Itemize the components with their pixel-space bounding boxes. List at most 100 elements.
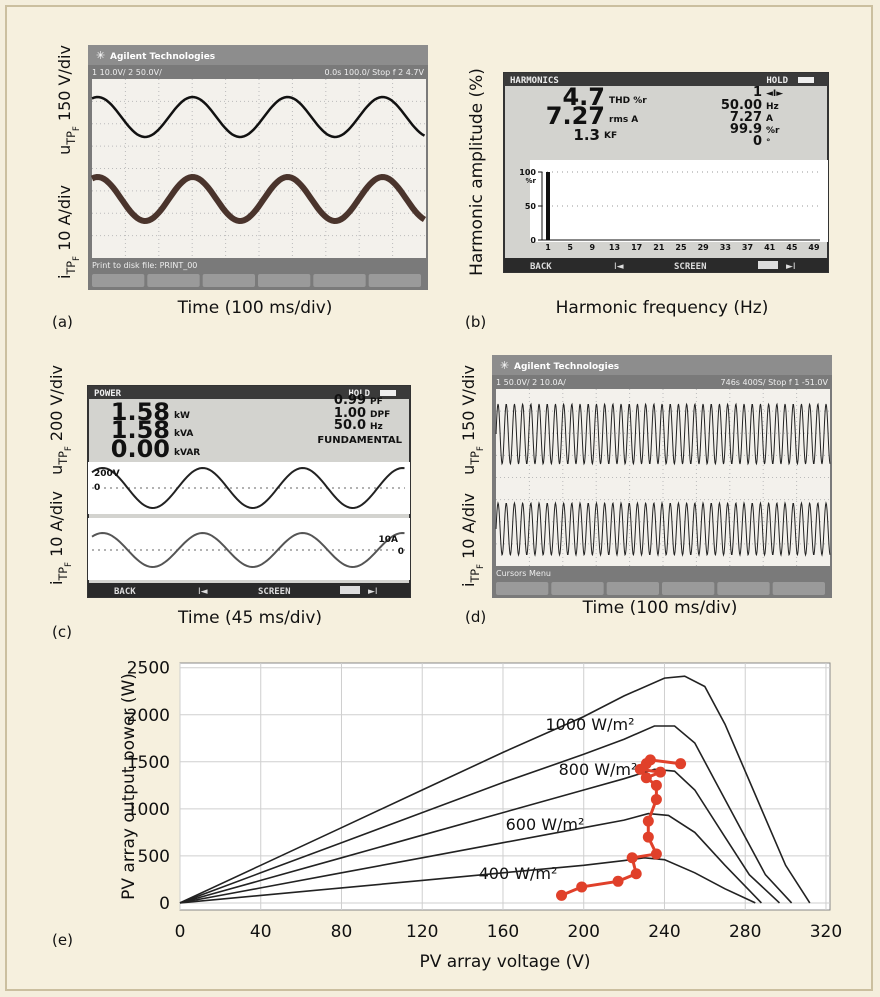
marker (651, 794, 662, 805)
x-tick-label: 13 (609, 243, 620, 252)
plot-area (530, 160, 828, 242)
subscript: F (64, 446, 74, 451)
marker (631, 868, 642, 879)
marker (556, 890, 567, 901)
brand-icon: ✳ (500, 359, 509, 372)
status: 746s 400S/ Stop f 1 -51.0V (721, 378, 829, 387)
x-tick-label: 21 (653, 243, 665, 252)
lcd-icon: ►I (368, 587, 378, 597)
x-tick-label: 120 (406, 922, 438, 942)
x-tick-label: 49 (808, 243, 820, 252)
soft-key (369, 274, 421, 287)
panel-label: (a) (52, 313, 73, 331)
readout-value: 50.0 (334, 418, 366, 433)
marker (645, 754, 656, 765)
y-tick-label: 500 (138, 847, 170, 867)
status: 1 10.0V/ 2 50.0V/ (92, 68, 162, 77)
x-tick-label: 17 (631, 243, 642, 252)
y-axis-label: Harmonic amplitude (%) (467, 68, 487, 276)
subscript: TP (469, 451, 482, 466)
lcd-buttons (88, 583, 410, 597)
battery-icon (380, 390, 396, 396)
readout-unit: %r (766, 126, 780, 136)
x-tick-label: 0 (175, 922, 186, 942)
y-axis-label: PV array output power (W) (119, 673, 139, 900)
lcd-icon: I◄ (198, 587, 208, 597)
scope-footer: Cursors Menu (496, 569, 551, 578)
marker (655, 767, 666, 778)
lcd-title: HARMONICS (510, 76, 559, 86)
x-tick-label: 160 (487, 922, 519, 942)
y-tick-label: 100 (519, 168, 536, 177)
y-tick-label: 50 (525, 202, 537, 211)
x-tick-label: 9 (590, 243, 596, 252)
trace-label: 200V (94, 469, 120, 479)
soft-key (203, 274, 255, 287)
soft-key (496, 582, 548, 595)
x-tick-label: 25 (675, 243, 687, 252)
brand: Agilent Technologies (514, 362, 619, 372)
x-tick-label: 29 (698, 243, 710, 252)
panel-label: (c) (52, 623, 72, 641)
x-tick-label: 200 (568, 922, 600, 942)
readout-unit: Hz (766, 102, 779, 112)
readout-unit: kVAR (174, 448, 200, 458)
y-tick-label: 0 (159, 894, 170, 914)
readout-unit: rms A (609, 115, 638, 125)
marker (627, 852, 638, 863)
marker (675, 758, 686, 769)
subscript: F (72, 256, 82, 261)
readout-value: 0 (753, 134, 762, 149)
lcd-icon: I◄ (614, 262, 624, 272)
lcd-icon: ►I (786, 262, 796, 272)
lcd-button: BACK (114, 587, 136, 597)
y-tick-label: 0 (530, 236, 536, 245)
soft-key (717, 582, 769, 595)
readout-value: FUNDAMENTAL (317, 435, 402, 446)
marker (651, 849, 662, 860)
scale: 200 V/div (47, 365, 66, 441)
x-tick-label: 1 (545, 243, 551, 252)
subscript: TP (57, 567, 70, 582)
subscript: TP (469, 569, 482, 584)
soft-key (551, 582, 603, 595)
readout-unit: A (766, 114, 773, 124)
marker (613, 876, 624, 887)
subscript: F (72, 126, 82, 131)
soft-key (607, 582, 659, 595)
readout-unit: DPF (370, 410, 390, 420)
x-axis-label: Time (100 ms/div) (177, 298, 333, 318)
trace-label: 10A (379, 535, 399, 545)
soft-key (147, 274, 199, 287)
x-tick-label: 33 (720, 243, 731, 252)
subscript: F (64, 562, 74, 567)
x-tick-label: 320 (810, 922, 842, 942)
x-axis-label: PV array voltage (V) (419, 952, 590, 972)
status: 0.0s 100.0/ Stop f 2 4.7V (325, 68, 425, 77)
status: 1 50.0V/ 2 10.0A/ (496, 378, 566, 387)
figure: ✳ Agilent Technologies 1 10.0V/ 2 50.0V/0.… (0, 0, 880, 997)
subscript: TP (65, 261, 78, 276)
readout-value: 0.00 (111, 435, 170, 463)
trace-label: 0 (398, 547, 404, 557)
marker (643, 816, 654, 827)
scope-footer: Print to disk file: PRINT_00 (92, 261, 197, 270)
lcd-button: SCREEN (258, 587, 291, 597)
symbol: u (55, 145, 74, 155)
soft-key (92, 274, 144, 287)
trace-area (88, 518, 410, 580)
marker (643, 832, 654, 843)
y-unit: %r (526, 177, 537, 185)
x-tick-label: 80 (331, 922, 353, 942)
soft-key (313, 274, 365, 287)
readout-unit: ◄I► (766, 89, 783, 99)
readout-value: 1.3 (573, 126, 600, 144)
brand-icon: ✳ (96, 49, 105, 62)
readout-unit: ° (766, 138, 771, 148)
x-tick-label: 40 (250, 922, 272, 942)
scale: 150 V/div (459, 365, 478, 441)
readout-unit: Hz (370, 422, 383, 432)
series-label: 600 W/m² (506, 815, 585, 834)
x-tick-label: 5 (567, 243, 573, 252)
soft-key (258, 274, 310, 287)
